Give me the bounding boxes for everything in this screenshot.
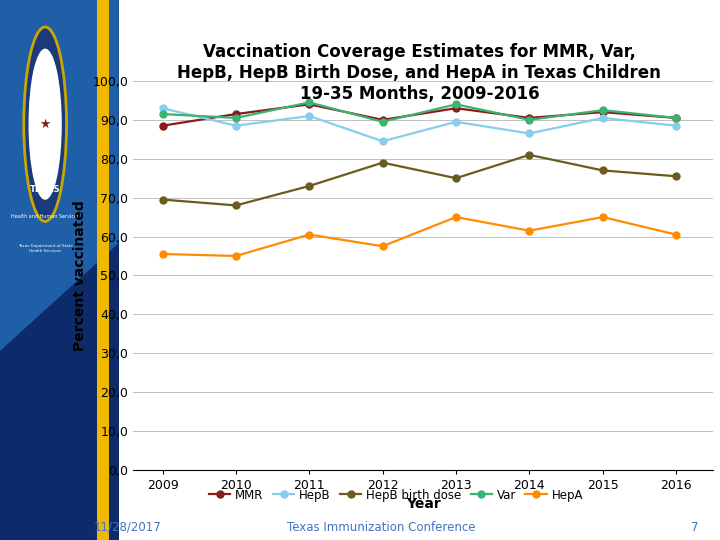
Var [305, 99, 314, 106]
Var [158, 111, 167, 117]
Var [451, 101, 460, 107]
Var [598, 107, 607, 113]
MMR [378, 117, 387, 123]
HepA [672, 231, 680, 238]
Line: MMR: MMR [159, 101, 680, 129]
Circle shape [24, 27, 66, 221]
Line: HepA: HepA [159, 214, 680, 259]
Legend: MMR, HepB, HepB birth dose, Var, HepA: MMR, HepB, HepB birth dose, Var, HepA [204, 484, 588, 506]
Var [672, 114, 680, 121]
Line: HepB: HepB [159, 105, 680, 145]
Var [232, 114, 240, 121]
MMR [525, 114, 534, 121]
HepA [598, 214, 607, 220]
HepA [305, 231, 314, 238]
Text: ★: ★ [40, 118, 51, 131]
Text: TEXAS: TEXAS [30, 185, 60, 193]
X-axis label: Year: Year [405, 497, 441, 511]
HepB [158, 105, 167, 111]
Line: Var: Var [159, 99, 680, 125]
HepB birth dose [158, 197, 167, 203]
Text: Vaccination Coverage Estimates for MMR, Var,
HepB, HepB Birth Dose, and HepA in : Vaccination Coverage Estimates for MMR, … [177, 43, 662, 103]
Var [378, 119, 387, 125]
HepB [451, 119, 460, 125]
MMR [232, 111, 240, 117]
HepB birth dose [525, 152, 534, 158]
HepB birth dose [305, 183, 314, 189]
HepA [158, 251, 167, 257]
HepB [378, 138, 387, 145]
HepB [525, 130, 534, 137]
HepB birth dose [378, 159, 387, 166]
Text: Texas Immunization Conference: Texas Immunization Conference [287, 521, 476, 534]
Bar [97, 0, 109, 540]
HepA [525, 227, 534, 234]
Text: 7: 7 [691, 521, 698, 534]
MMR [598, 109, 607, 116]
HepA [451, 214, 460, 220]
Text: Texas Department of State
Health Services: Texas Department of State Health Service… [18, 244, 73, 253]
HepB birth dose [451, 175, 460, 181]
MMR [451, 105, 460, 111]
Circle shape [29, 49, 62, 200]
HepB birth dose [232, 202, 240, 208]
Text: 11/28/2017: 11/28/2017 [94, 521, 161, 534]
HepA [232, 253, 240, 259]
HepB birth dose [598, 167, 607, 174]
HepA [378, 243, 387, 249]
HepB birth dose [672, 173, 680, 179]
MMR [672, 114, 680, 121]
Var [525, 117, 534, 123]
HepB [598, 114, 607, 121]
HepB [232, 123, 240, 129]
HepB [672, 123, 680, 129]
Polygon shape [0, 0, 119, 351]
HepB [305, 113, 314, 119]
Text: Health and Human Services: Health and Human Services [11, 213, 79, 219]
MMR [158, 123, 167, 129]
Line: HepB birth dose: HepB birth dose [159, 151, 680, 209]
Y-axis label: Percent vaccinated: Percent vaccinated [73, 200, 87, 351]
MMR [305, 101, 314, 107]
